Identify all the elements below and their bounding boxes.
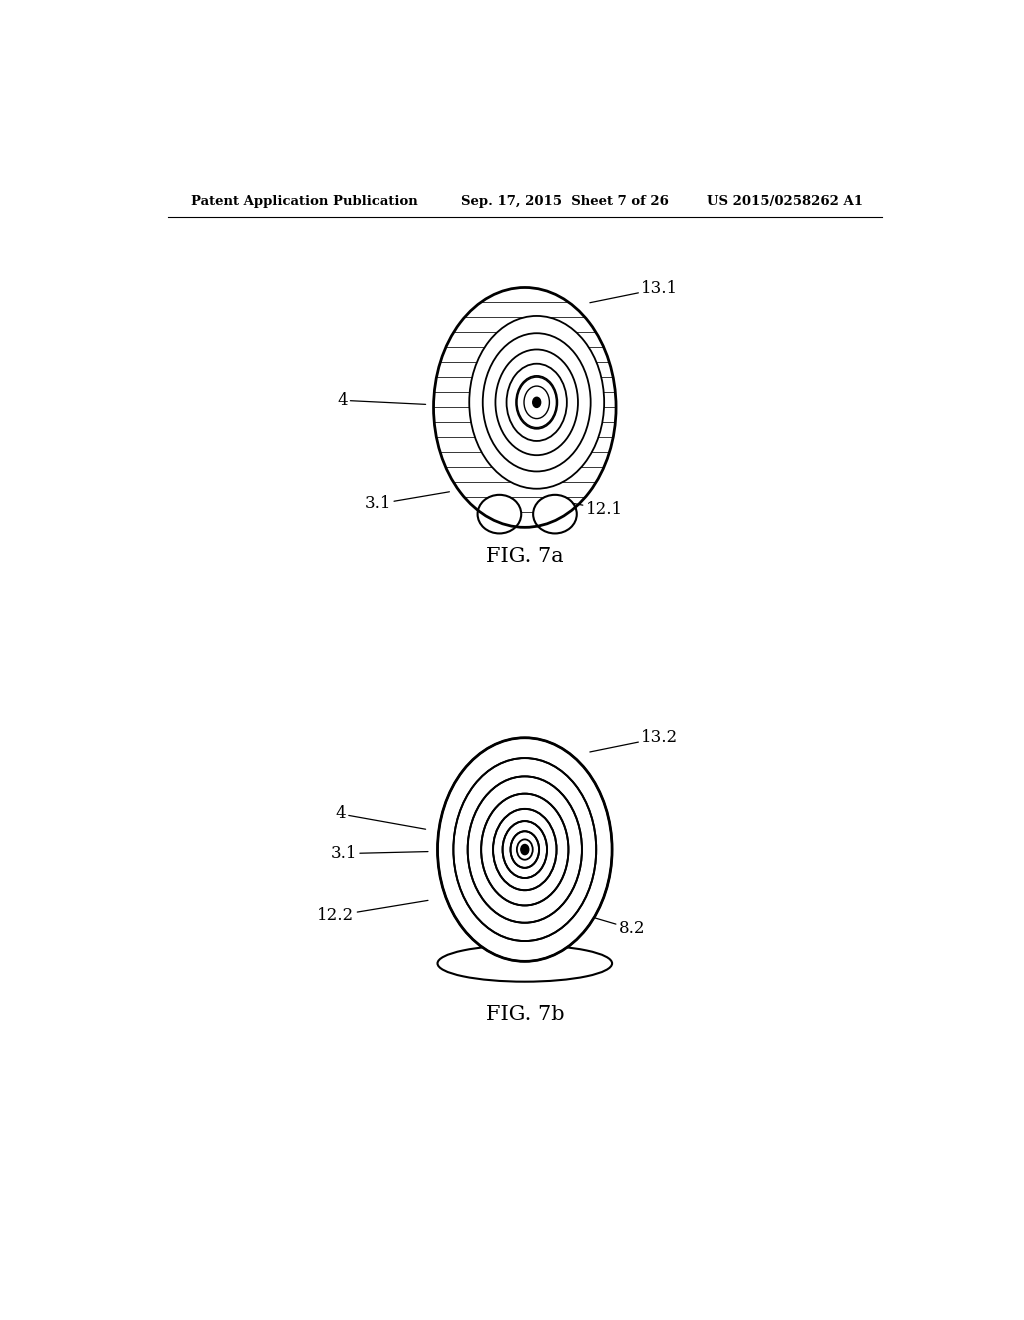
Ellipse shape bbox=[482, 333, 591, 471]
Ellipse shape bbox=[481, 793, 568, 906]
Text: 12.1: 12.1 bbox=[549, 499, 623, 517]
Ellipse shape bbox=[503, 821, 547, 878]
Ellipse shape bbox=[511, 832, 539, 867]
Text: Patent Application Publication: Patent Application Publication bbox=[191, 194, 418, 207]
Ellipse shape bbox=[437, 945, 612, 982]
Text: FIG. 7a: FIG. 7a bbox=[486, 548, 563, 566]
Ellipse shape bbox=[493, 809, 557, 890]
Ellipse shape bbox=[516, 376, 557, 429]
Ellipse shape bbox=[534, 495, 577, 533]
Ellipse shape bbox=[532, 397, 541, 408]
Text: 4: 4 bbox=[336, 805, 426, 829]
Text: 3.1: 3.1 bbox=[331, 845, 428, 862]
Text: 13.2: 13.2 bbox=[590, 729, 678, 752]
Text: 12.2: 12.2 bbox=[317, 900, 428, 924]
Text: US 2015/0258262 A1: US 2015/0258262 A1 bbox=[708, 194, 863, 207]
Ellipse shape bbox=[517, 840, 532, 859]
Ellipse shape bbox=[437, 738, 612, 961]
Text: Sep. 17, 2015  Sheet 7 of 26: Sep. 17, 2015 Sheet 7 of 26 bbox=[461, 194, 670, 207]
Text: 8.2: 8.2 bbox=[563, 908, 645, 937]
Ellipse shape bbox=[469, 315, 604, 488]
Ellipse shape bbox=[454, 758, 596, 941]
Ellipse shape bbox=[454, 758, 596, 941]
Ellipse shape bbox=[507, 364, 567, 441]
Text: FIG. 7b: FIG. 7b bbox=[485, 1005, 564, 1024]
Text: 4: 4 bbox=[337, 392, 426, 409]
Ellipse shape bbox=[493, 809, 557, 890]
Ellipse shape bbox=[521, 845, 528, 854]
Ellipse shape bbox=[503, 821, 547, 878]
Ellipse shape bbox=[524, 385, 550, 418]
Ellipse shape bbox=[437, 735, 612, 964]
Ellipse shape bbox=[481, 793, 568, 906]
Ellipse shape bbox=[517, 378, 556, 428]
Ellipse shape bbox=[511, 832, 539, 867]
Ellipse shape bbox=[477, 495, 521, 533]
Ellipse shape bbox=[468, 776, 582, 923]
Text: 3.1: 3.1 bbox=[365, 492, 450, 512]
Ellipse shape bbox=[468, 776, 582, 923]
Ellipse shape bbox=[524, 385, 550, 418]
Ellipse shape bbox=[496, 350, 578, 455]
Text: 13.1: 13.1 bbox=[590, 280, 678, 302]
